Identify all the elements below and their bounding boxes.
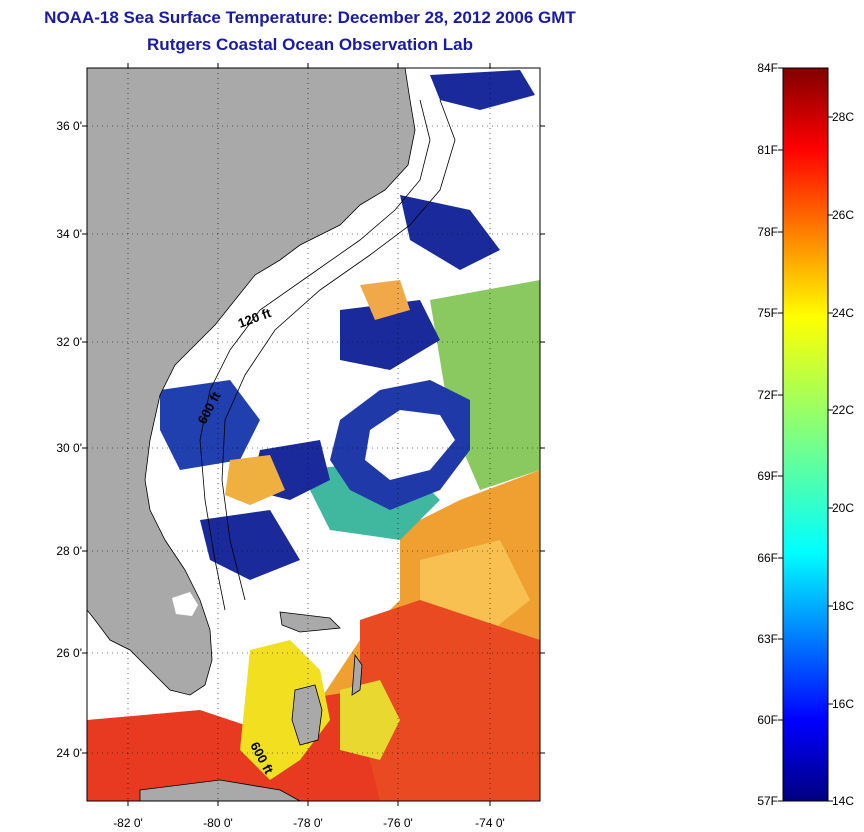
colorbar (782, 67, 829, 802)
colorbar-label-f: 66F (757, 551, 778, 565)
colorbar-label-c: 20C (832, 501, 855, 515)
colorbar-label-c: 18C (832, 599, 855, 613)
lat-label: 34 0' (56, 227, 82, 241)
colorbar-label-f: 57F (757, 794, 778, 808)
map-gridlines (87, 68, 540, 801)
sst-cloud-core (365, 410, 455, 480)
colorbar-label-c: 16C (832, 697, 855, 711)
lon-label: -76 0' (383, 816, 413, 830)
lon-label: -74 0' (475, 816, 505, 830)
lon-label: -80 0' (203, 816, 233, 830)
contour-120ft (199, 99, 431, 611)
map-title: NOAA-18 Sea Surface Temperature: Decembe… (44, 8, 576, 27)
colorbar-label-c: 14C (832, 794, 855, 808)
lon-label: -78 0' (293, 816, 323, 830)
colorbar-label-c: 24C (832, 306, 855, 320)
colorbar-label-f: 81F (757, 143, 778, 157)
contour-600ft (221, 99, 456, 601)
land-bahamas-eleuthera (351, 653, 363, 696)
map-tick-marks (82, 63, 545, 806)
lake-okeechobee (172, 592, 198, 616)
lon-label: -82 0' (113, 816, 143, 830)
sst-orange-west-patch (225, 455, 285, 505)
land-us-east-coast (87, 68, 416, 696)
map-frame (86, 67, 541, 802)
land-cuba (139, 779, 301, 801)
colorbar-label-c: 22C (832, 403, 855, 417)
sst-orange-ne-patch (360, 280, 410, 320)
lat-label: 26 0' (56, 646, 82, 660)
colorbar-label-f: 72F (757, 388, 778, 402)
colorbar-label-f: 75F (757, 306, 778, 320)
lat-label: 36 0' (56, 119, 82, 133)
sst-yellow-bank-east (340, 680, 400, 760)
sst-yellow-bank (240, 640, 330, 780)
lat-label: 24 0' (56, 746, 82, 760)
lat-label: 30 0' (56, 441, 82, 455)
sst-cold-northeast (400, 195, 500, 270)
sst-cold-far-ne (430, 70, 535, 110)
land-bahamas-grand (279, 611, 341, 633)
colorbar-label-f: 63F (757, 632, 778, 646)
colorbar-ticks (778, 67, 833, 802)
sst-cold-south-edge (200, 510, 300, 580)
colorbar-label-c: 28C (832, 110, 855, 124)
colorbar-label-f: 78F (757, 225, 778, 239)
colorbar-label-f: 60F (757, 713, 778, 727)
sst-cold-west (160, 380, 260, 470)
sst-cold-band-north (340, 300, 440, 370)
lat-label: 28 0' (56, 544, 82, 558)
map-subtitle: Rutgers Coastal Ocean Observation Lab (147, 35, 473, 54)
colorbar-label-f: 84F (757, 61, 778, 75)
colorbar-label-c: 26C (832, 208, 855, 222)
sst-hot-water-southeast (360, 600, 540, 801)
colorbar-label-f: 69F (757, 469, 778, 483)
land-bahamas-andros (291, 684, 323, 746)
lat-label: 32 0' (56, 335, 82, 349)
